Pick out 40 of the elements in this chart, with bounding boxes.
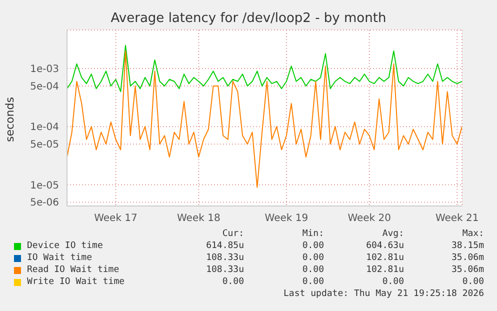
legend-label: Read IO Wait time — [27, 264, 120, 276]
legend-label: Write IO Wait time — [27, 276, 126, 288]
text: 35.06m — [450, 264, 484, 276]
line-series — [67, 44, 462, 92]
y-axis-title: seconds — [4, 96, 16, 144]
text: 0.00 — [381, 276, 404, 288]
text: Avg: — [381, 228, 404, 240]
x-tick-label: Week 20 — [348, 213, 391, 224]
text: 108.33u — [205, 264, 244, 276]
text: 35.06m — [450, 252, 484, 264]
chart-title: Average latency for /dev/loop2 - by month — [110, 11, 388, 26]
y-tick-label: 5e-04 — [30, 82, 59, 93]
y-tick-label: 1e-05 — [30, 180, 59, 192]
y-tick-label: 5e-05 — [30, 140, 59, 151]
text: 614.85u — [205, 240, 244, 252]
text: Max: — [461, 228, 484, 240]
text: 108.33u — [205, 252, 244, 264]
text: 0.00 — [461, 276, 484, 288]
y-tick-label: 1e-03 — [30, 64, 59, 76]
text: 102.81u — [365, 252, 404, 264]
text: 38.15m — [450, 240, 484, 252]
y-tick-label: 5e-06 — [30, 198, 59, 209]
x-tick-label: Week 17 — [94, 213, 138, 224]
text: 0.00 — [301, 252, 324, 264]
text: Last update: Thu May 21 19:25:18 2026 — [282, 288, 484, 300]
text: 0.00 — [301, 240, 324, 252]
line-series — [67, 50, 462, 188]
x-tick-label: Week 19 — [264, 213, 308, 224]
y-tick-label: 1e-04 — [30, 122, 59, 134]
legend-label: Device IO time — [27, 240, 104, 252]
legend-label: IO Wait time — [27, 252, 94, 264]
text: 102.81u — [365, 264, 404, 276]
text: Cur: — [221, 228, 244, 240]
text: 604.63u — [365, 240, 404, 252]
x-tick-label: Week 18 — [177, 213, 220, 224]
text: 0.00 — [301, 264, 324, 276]
text: 0.00 — [221, 276, 244, 288]
text: 0.00 — [301, 276, 324, 288]
text: Min: — [301, 228, 324, 240]
x-tick-label: Week 21 — [435, 213, 479, 224]
